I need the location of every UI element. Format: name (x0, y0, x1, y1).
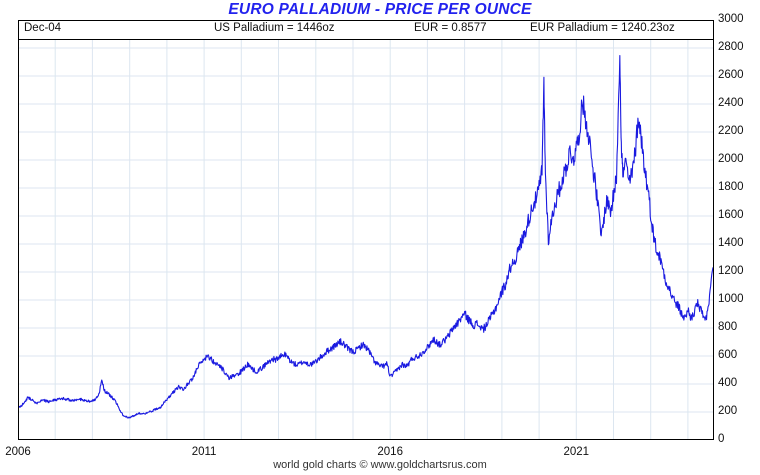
y-tick-label: 1400 (718, 237, 744, 249)
grid-lines (18, 40, 714, 440)
y-tick-label: 1000 (718, 293, 744, 305)
y-tick-label: 1600 (718, 209, 744, 221)
y-tick-label: 600 (718, 349, 738, 361)
x-tick-label: 2006 (5, 446, 31, 458)
y-tick-label: 2000 (718, 153, 744, 165)
y-tick-label: 2600 (718, 69, 744, 81)
y-tick-label: 2400 (718, 97, 744, 109)
price-line-chart (18, 20, 714, 440)
footer-credit: world gold charts © www.goldchartsrus.co… (273, 459, 487, 471)
y-tick-label: 3000 (718, 13, 744, 25)
y-tick-label: 2200 (718, 125, 744, 137)
chart-title: EURO PALLADIUM - PRICE PER OUNCE (228, 1, 532, 18)
y-tick-label: 1200 (718, 265, 744, 277)
x-tick-label: 2016 (377, 446, 403, 458)
plot-area (18, 20, 714, 440)
y-tick-label: 1800 (718, 181, 744, 193)
y-tick-label: 200 (718, 405, 738, 417)
y-axis-labels: 0 200 400 600 800 1000 1200 1400 1600 1800 2000 220… (718, 0, 760, 475)
y-tick-label: 0 (718, 433, 725, 445)
price-series-line (18, 55, 714, 419)
y-tick-label: 400 (718, 377, 738, 389)
x-tick-label: 2021 (563, 446, 590, 458)
y-tick-label: 800 (718, 321, 738, 333)
x-tick-label: 2011 (191, 446, 217, 458)
plot-border (18, 20, 714, 440)
y-tick-label: 2800 (718, 41, 744, 53)
